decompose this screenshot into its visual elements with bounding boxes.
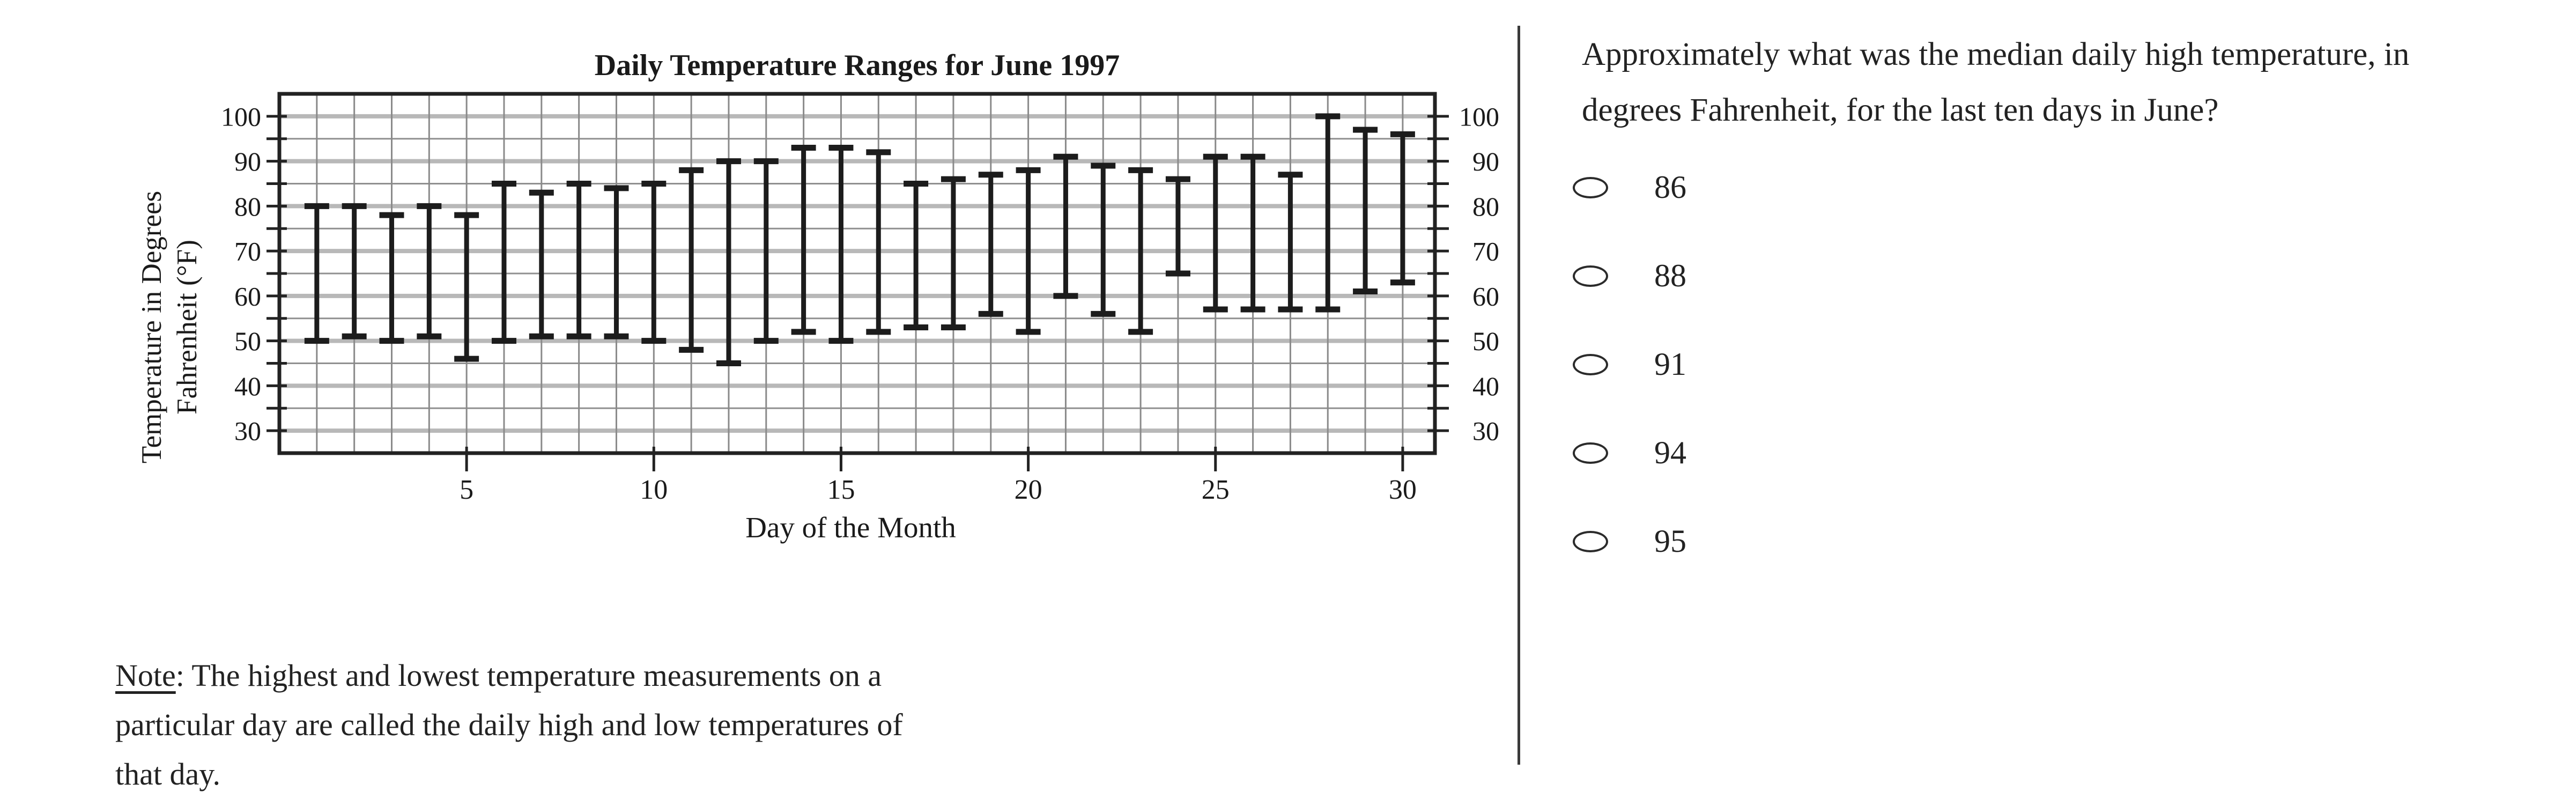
option-label: 86 <box>1654 169 1686 205</box>
y-tick-label-left: 80 <box>234 191 261 221</box>
note-label: Note <box>115 658 176 693</box>
y-axis-title-line1: Temperature in Degrees <box>136 191 167 463</box>
option-row-95: 95 <box>1573 497 2216 586</box>
radio-button-icon[interactable] <box>1573 353 1608 375</box>
x-tick-label: 20 <box>1015 475 1042 505</box>
option-row-91: 91 <box>1573 320 2216 409</box>
x-tick-label: 15 <box>827 475 855 505</box>
answer-options: 86 88 91 94 95 <box>1573 143 2216 586</box>
note-text: : The highest and lowest temperature mea… <box>115 658 903 791</box>
radio-button-icon[interactable] <box>1573 176 1608 198</box>
radio-button-icon[interactable] <box>1573 530 1608 552</box>
y-tick-label-left: 100 <box>221 101 261 131</box>
y-tick-label-right: 90 <box>1472 146 1499 176</box>
panel-divider <box>1518 26 1520 765</box>
y-tick-label-right: 70 <box>1472 236 1499 267</box>
y-tick-label-right: 60 <box>1472 281 1499 311</box>
y-tick-label-right: 30 <box>1472 416 1499 446</box>
option-label: 88 <box>1654 258 1686 293</box>
x-axis-title: Day of the Month <box>745 511 956 544</box>
y-tick-label-right: 50 <box>1472 326 1499 356</box>
question-text: Approximately what was the median daily … <box>1582 36 2410 128</box>
x-tick-label: 25 <box>1202 475 1230 505</box>
question-panel: Approximately what was the median daily … <box>1573 0 2547 772</box>
radio-button-icon[interactable] <box>1573 265 1608 287</box>
note-paragraph: Note: The highest and lowest temperature… <box>115 602 952 799</box>
radio-button-icon[interactable] <box>1573 442 1608 464</box>
option-row-94: 94 <box>1573 409 2216 497</box>
y-tick-label-left: 50 <box>234 326 261 356</box>
option-row-86: 86 <box>1573 143 2216 232</box>
option-label: 95 <box>1654 523 1686 559</box>
option-label: 94 <box>1654 435 1686 470</box>
x-tick-label: 5 <box>460 475 473 505</box>
x-tick-label: 10 <box>640 475 668 505</box>
y-tick-label-right: 100 <box>1459 101 1499 131</box>
x-tick-label: 30 <box>1389 475 1417 505</box>
y-tick-label-left: 30 <box>234 416 261 446</box>
y-tick-label-left: 90 <box>234 146 261 176</box>
y-tick-label-left: 40 <box>234 371 261 401</box>
y-tick-label-left: 60 <box>234 281 261 311</box>
y-tick-label-left: 70 <box>234 236 261 267</box>
y-axis-title-line2: Fahrenheit (°F) <box>172 240 203 415</box>
temperature-range-chart: 100 100 90 90 80 80 70 70 60 60 50 50 40 40 30 30 5 10 15 2… <box>136 49 1499 544</box>
option-label: 91 <box>1654 346 1686 382</box>
option-row-88: 88 <box>1573 232 2216 320</box>
chart-panel: 100 100 90 90 80 80 70 70 60 60 50 50 40 40 30 30 5 10 15 2… <box>115 49 1499 791</box>
y-tick-label-right: 40 <box>1472 371 1499 401</box>
y-tick-label-right: 80 <box>1472 191 1499 221</box>
chart-title: Daily Temperature Ranges for June 1997 <box>595 49 1120 82</box>
